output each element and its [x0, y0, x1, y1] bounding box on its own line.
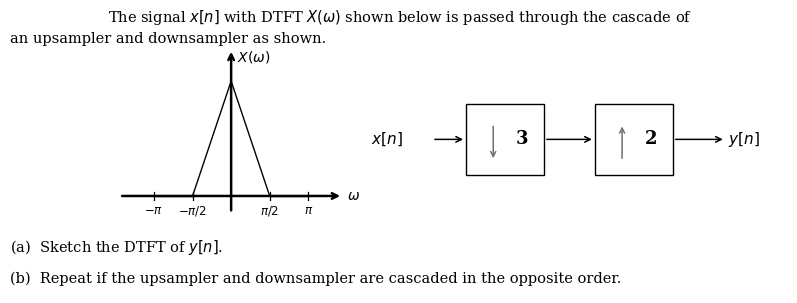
Text: $\pi$: $\pi$: [304, 204, 313, 217]
Text: 3: 3: [516, 130, 528, 148]
Text: $x[n]$: $x[n]$: [371, 131, 402, 148]
Text: $\pi/2$: $\pi/2$: [260, 204, 279, 218]
Text: $y[n]$: $y[n]$: [728, 130, 760, 149]
Text: The signal $x[n]$ with DTFT $X(\omega)$ shown below is passed through the cascad: The signal $x[n]$ with DTFT $X(\omega)$ …: [108, 8, 692, 27]
Text: (b)  Repeat if the upsampler and downsampler are cascaded in the opposite order.: (b) Repeat if the upsampler and downsamp…: [10, 271, 622, 285]
Text: $-\pi$: $-\pi$: [144, 204, 163, 217]
Text: $\omega$: $\omega$: [347, 189, 359, 203]
Bar: [595, 104, 673, 175]
Text: $-\pi/2$: $-\pi/2$: [178, 204, 207, 218]
Bar: [466, 104, 544, 175]
Text: (a)  Sketch the DTFT of $y[n]$.: (a) Sketch the DTFT of $y[n]$.: [10, 238, 223, 257]
Text: $X(\omega)$: $X(\omega)$: [237, 49, 270, 65]
Text: an upsampler and downsampler as shown.: an upsampler and downsampler as shown.: [10, 32, 327, 46]
Text: 2: 2: [645, 130, 658, 148]
